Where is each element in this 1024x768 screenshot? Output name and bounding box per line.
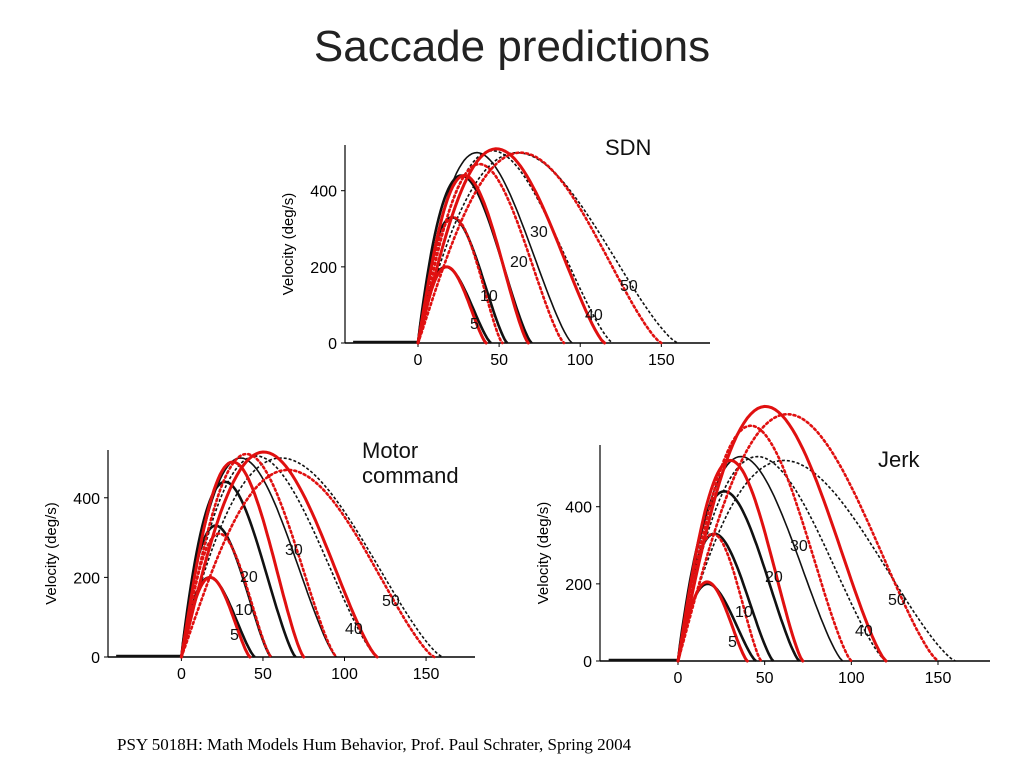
predicted-series-30 bbox=[676, 424, 853, 663]
curve-label-20: 20 bbox=[240, 569, 258, 586]
x-tick-label: 50 bbox=[254, 666, 272, 683]
y-tick-label: 0 bbox=[91, 650, 100, 667]
x-tick-label: 150 bbox=[925, 670, 952, 687]
panel-label: command bbox=[362, 463, 459, 488]
y-tick-label: 0 bbox=[328, 336, 337, 353]
panel-label: Motor bbox=[362, 438, 418, 463]
curve-label-10: 10 bbox=[735, 604, 753, 621]
curve-label-10: 10 bbox=[235, 602, 253, 619]
x-tick-label: 0 bbox=[414, 352, 423, 369]
predicted-series-50 bbox=[416, 151, 663, 345]
predicted-series-20 bbox=[676, 458, 805, 663]
slide-footer: PSY 5018H: Math Models Hum Behavior, Pro… bbox=[117, 735, 632, 754]
y-axis-label: Velocity (deg/s) bbox=[280, 193, 297, 296]
y-tick-label: 200 bbox=[310, 260, 337, 277]
x-tick-label: 100 bbox=[838, 670, 865, 687]
predicted-series-40 bbox=[179, 450, 379, 659]
observed-series-40 bbox=[417, 149, 614, 344]
observed-series-50 bbox=[417, 151, 679, 344]
predicted-series-20 bbox=[416, 173, 530, 345]
y-tick-label: 0 bbox=[583, 654, 592, 671]
curve-label-20: 20 bbox=[765, 569, 783, 586]
y-tick-label: 400 bbox=[73, 491, 100, 508]
predicted-series-30 bbox=[180, 452, 338, 659]
y-tick-label: 200 bbox=[73, 570, 100, 587]
curve-label-5: 5 bbox=[230, 627, 239, 644]
y-tick-label: 400 bbox=[565, 500, 592, 517]
curve-label-50: 50 bbox=[382, 593, 400, 610]
x-tick-label: 0 bbox=[177, 666, 186, 683]
x-tick-label: 150 bbox=[648, 352, 675, 369]
observed-series-20 bbox=[180, 480, 297, 658]
curve-label-50: 50 bbox=[888, 592, 906, 609]
curve-label-50: 50 bbox=[620, 278, 638, 295]
slide-title: Saccade predictions bbox=[313, 22, 711, 71]
x-tick-label: 100 bbox=[567, 352, 594, 369]
motor-command-velocity-chart: 0 50 100 150 0 200 400 Velocity (deg/s) 5 10 20 30 4… bbox=[43, 438, 475, 683]
curve-label-30: 30 bbox=[285, 542, 303, 559]
x-tick-label: 0 bbox=[674, 670, 683, 687]
curve-label-5: 5 bbox=[470, 316, 479, 333]
observed-series-40 bbox=[180, 455, 378, 658]
x-tick-label: 100 bbox=[331, 666, 358, 683]
y-tick-label: 200 bbox=[565, 577, 592, 594]
predicted-series-30 bbox=[416, 162, 566, 345]
x-tick-label: 50 bbox=[756, 670, 774, 687]
observed-series-50 bbox=[677, 459, 956, 662]
observed-series-50 bbox=[180, 457, 443, 658]
panel-label: SDN bbox=[605, 135, 651, 160]
curve-label-30: 30 bbox=[790, 538, 808, 555]
x-tick-label: 150 bbox=[413, 666, 440, 683]
predicted-series-50 bbox=[180, 468, 436, 659]
curve-label-5: 5 bbox=[728, 634, 737, 651]
curve-label-40: 40 bbox=[345, 621, 363, 638]
curve-label-10: 10 bbox=[480, 288, 498, 305]
predicted-series-50 bbox=[676, 412, 940, 663]
predicted-series-40 bbox=[676, 404, 888, 663]
y-axis-label: Velocity (deg/s) bbox=[43, 502, 60, 605]
curve-label-20: 20 bbox=[510, 254, 528, 271]
y-tick-label: 400 bbox=[310, 184, 337, 201]
panel-label: Jerk bbox=[878, 447, 921, 472]
x-tick-label: 50 bbox=[490, 352, 508, 369]
curve-label-40: 40 bbox=[855, 623, 873, 640]
observed-series-30 bbox=[677, 455, 844, 662]
y-axis-label: Velocity (deg/s) bbox=[535, 502, 552, 605]
curve-label-30: 30 bbox=[530, 224, 548, 241]
observed-series-40 bbox=[677, 455, 887, 662]
predicted-series-10 bbox=[676, 532, 763, 663]
jerk-velocity-chart: 0 50 100 150 0 200 400 Velocity (deg/s) 5 10 20 30 4… bbox=[535, 404, 990, 687]
curve-label-40: 40 bbox=[585, 307, 603, 324]
predicted-series-40 bbox=[416, 147, 607, 345]
predicted-series-20 bbox=[179, 460, 306, 659]
